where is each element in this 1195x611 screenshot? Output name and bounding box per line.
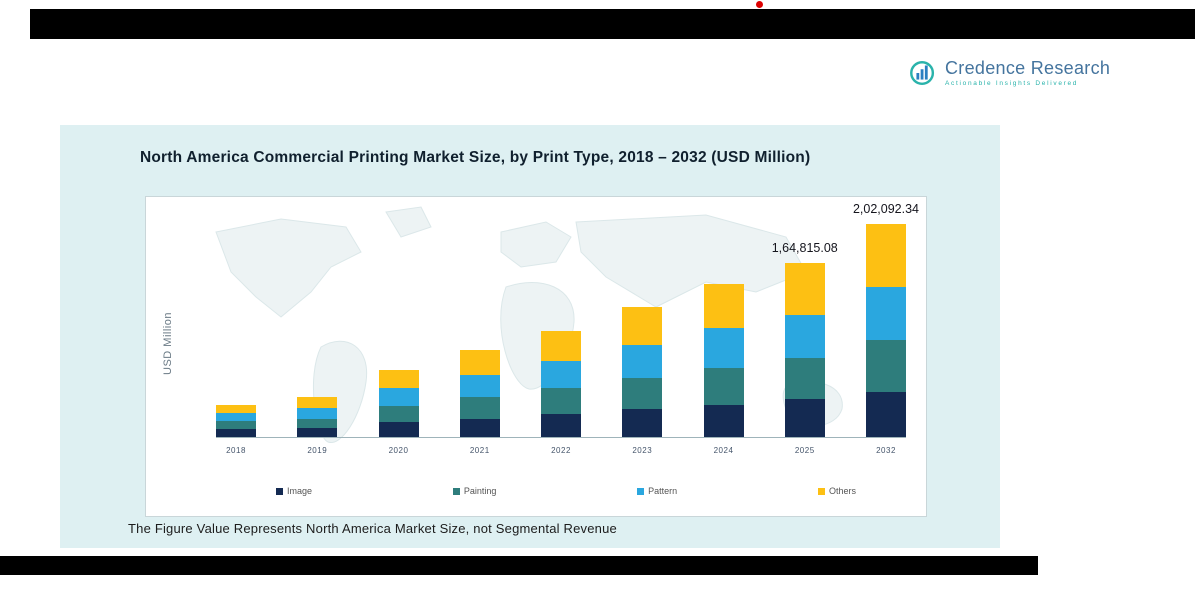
chart-title: North America Commercial Printing Market…	[140, 149, 811, 166]
x-tick-label-2025: 2025	[794, 446, 815, 455]
bar-segment-painting-2023	[622, 377, 663, 410]
bar-segment-image-2019	[297, 427, 338, 437]
x-tick-label-2024: 2024	[713, 446, 734, 455]
bar-segment-image-2021	[459, 418, 500, 437]
bar-stack	[866, 224, 906, 437]
legend-item-painting: Painting	[452, 486, 497, 496]
bar-total-label-2025: 1,64,815.08	[771, 241, 838, 256]
x-tick-label-2020: 2020	[388, 446, 409, 455]
bar-segment-painting-2025	[784, 357, 825, 400]
bar-segment-pattern-2022	[541, 361, 581, 389]
bar-column-2023: 2023	[622, 196, 663, 455]
bar-segment-pattern-2020	[378, 388, 419, 406]
bar-segment-others-2020	[378, 369, 419, 389]
legend-swatch-painting	[452, 487, 460, 495]
logo-name: Credence Research	[945, 58, 1111, 78]
legend-swatch-image	[276, 487, 283, 495]
x-tick-label-2022: 2022	[551, 446, 571, 455]
bar-column-2022: 2022	[541, 196, 581, 455]
x-tick-label-2021: 2021	[469, 446, 490, 455]
bar-segment-image-2025	[784, 399, 825, 437]
bar-segment-others-2025	[784, 263, 825, 316]
logo-tagline: Actionable Insights Delivered	[945, 80, 1079, 87]
bar-stack	[622, 306, 663, 437]
bar-column-2024: 2024	[703, 196, 744, 455]
bar-stack	[459, 350, 500, 437]
footnote: The Figure Value Represents North Americ…	[128, 521, 617, 536]
legend-swatch-others	[817, 487, 825, 495]
bar-segment-image-2032	[866, 392, 906, 437]
bar-column-2018: 2018	[216, 196, 256, 455]
legend-label-others: Others	[828, 486, 856, 496]
bar-segment-image-2020	[378, 422, 419, 437]
bar-segment-painting-2018	[216, 421, 256, 429]
bar-stack	[216, 404, 256, 437]
bar-segment-painting-2021	[459, 397, 500, 419]
bar-segment-pattern-2021	[459, 375, 500, 398]
bar-segment-pattern-2024	[703, 327, 744, 368]
legend-label-painting: Painting	[463, 486, 497, 496]
bar-segment-image-2022	[541, 413, 581, 437]
legend-item-pattern: Pattern	[637, 486, 677, 496]
logo-text: Credence Research Actionable Insights De…	[945, 58, 1110, 87]
bar-segment-pattern-2019	[297, 408, 338, 419]
bars-area: 2018 2019 2020 2021 2022 2023 2024 1,64,815.08 2…	[216, 196, 919, 455]
bar-segment-image-2023	[622, 409, 663, 437]
bar-column-2021: 2021	[459, 196, 500, 455]
legend-item-others: Others	[817, 486, 856, 496]
bar-total-label-2032: 2,02,092.34	[852, 202, 920, 216]
legend-swatch-pattern	[637, 487, 645, 495]
legend-item-image: Image	[276, 486, 312, 496]
bar-segment-others-2019	[297, 397, 338, 409]
chart-panel: North America Commercial Printing Market…	[60, 125, 1000, 548]
bar-segment-pattern-2025	[784, 315, 825, 358]
bar-segment-others-2018	[216, 404, 256, 413]
bar-segment-others-2023	[622, 306, 663, 345]
bar-segment-image-2024	[703, 404, 744, 437]
bar-segment-painting-2024	[703, 367, 744, 405]
plot-area: USD Million 2018 2019 2020 2021 2022 2023 2024…	[145, 196, 927, 517]
legend-label-pattern: Pattern	[648, 486, 678, 496]
bar-stack	[703, 283, 744, 437]
bar-stack	[297, 397, 338, 437]
bar-segment-pattern-2018	[216, 413, 256, 422]
bar-stack	[378, 369, 419, 437]
bar-segment-others-2021	[459, 350, 500, 376]
credence-research-logo: Credence Research Actionable Insights De…	[908, 58, 1110, 88]
bar-segment-pattern-2023	[622, 344, 663, 378]
bar-column-2019: 2019	[297, 196, 338, 455]
bar-column-2020: 2020	[378, 196, 419, 455]
bar-segment-painting-2032	[866, 340, 906, 392]
x-tick-label-2032: 2032	[876, 446, 896, 455]
top-bar	[30, 9, 1195, 39]
legend-label-image: Image	[287, 486, 313, 496]
bar-segment-others-2032	[866, 224, 906, 287]
bottom-bar	[0, 556, 1038, 575]
bar-segment-pattern-2032	[866, 287, 906, 340]
bar-stack	[541, 330, 581, 437]
y-axis-label: USD Million	[162, 312, 174, 376]
bar-segment-painting-2019	[297, 418, 338, 428]
bar-column-2032: 2,02,092.34 2032	[853, 196, 919, 455]
bar-segment-painting-2020	[378, 405, 419, 423]
bar-stack	[784, 263, 825, 437]
x-tick-label-2019: 2019	[307, 446, 328, 455]
red-dot	[756, 1, 763, 8]
bar-segment-image-2018	[216, 428, 256, 437]
legend: Image Painting Pattern Others	[276, 486, 856, 496]
bar-segment-painting-2022	[541, 388, 581, 414]
bar-segment-others-2024	[703, 283, 744, 328]
bar-column-2025: 1,64,815.08 2025	[772, 196, 838, 455]
x-tick-label-2018: 2018	[226, 446, 246, 455]
bar-segment-others-2022	[541, 330, 581, 362]
logo-chart-icon	[910, 61, 935, 85]
x-tick-label-2023: 2023	[632, 446, 653, 455]
